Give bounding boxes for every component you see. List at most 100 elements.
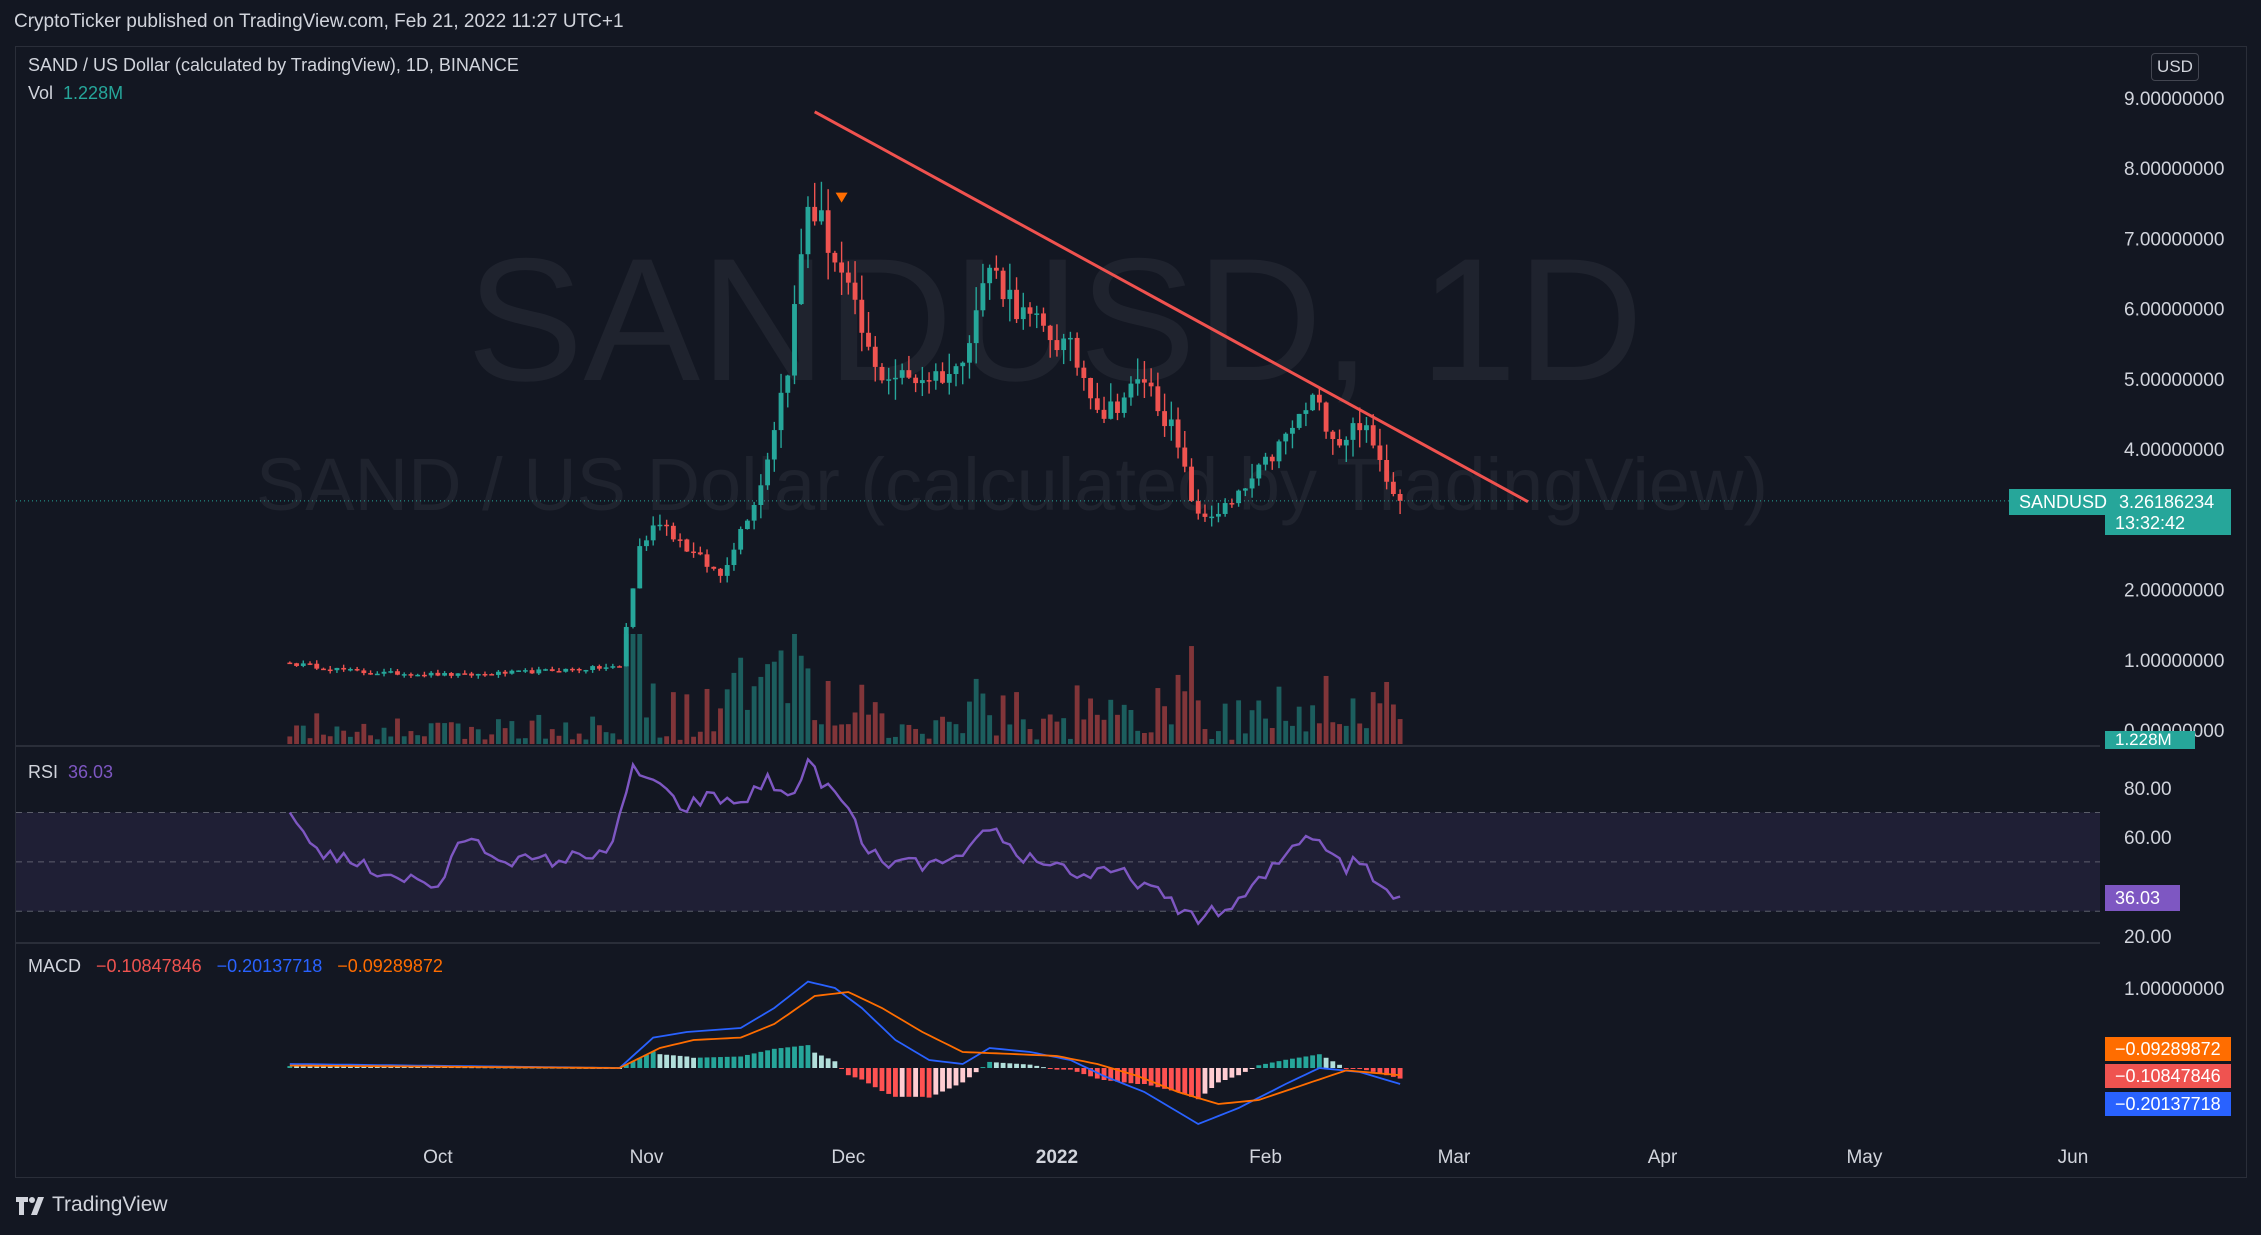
candle-body [650, 525, 656, 541]
candle-body [395, 671, 400, 675]
macd-histogram-bar [751, 1053, 757, 1068]
candle-body [1034, 313, 1040, 315]
volume-bar [428, 723, 434, 744]
candle-body [1296, 413, 1302, 428]
volume-bar [993, 735, 999, 744]
macd-histogram-bar [415, 1066, 421, 1068]
volume-bar [973, 678, 979, 744]
volume-bar [516, 738, 522, 744]
price-axis[interactable]: 9.00000000 8.00000000 7.00000000 6.00000000… [2124, 89, 2224, 742]
macd-histogram-bar [1061, 1068, 1067, 1070]
candle-body [933, 371, 939, 381]
volume-bar [1108, 699, 1114, 744]
candle-body [536, 669, 542, 674]
volume-bar [536, 714, 542, 744]
macd-histogram-bar [711, 1057, 717, 1068]
macd-histogram-bar [771, 1048, 777, 1068]
trendline[interactable] [813, 110, 1529, 504]
volume-bar [1397, 719, 1403, 744]
macd-histogram-bar [960, 1068, 966, 1083]
volume-bar [1236, 700, 1242, 744]
macd-histogram-bar [374, 1066, 380, 1068]
volume-bar [1343, 725, 1349, 744]
candle-body [617, 666, 622, 668]
volume-bar [529, 720, 535, 744]
volume-bar [1041, 718, 1046, 744]
macd-histogram-bar [1155, 1068, 1161, 1088]
volume-bar [758, 676, 764, 744]
volume-bar [1128, 710, 1134, 744]
volume-bar [475, 729, 481, 744]
candle-body [522, 670, 528, 672]
volume-bar [919, 733, 925, 744]
volume-bar [1384, 681, 1390, 744]
rsi-tick: 20.00 [2124, 927, 2172, 948]
candle-body [354, 669, 360, 671]
volume-bar [347, 736, 353, 744]
volume-label: Vol [28, 83, 54, 103]
macd-histogram-bar [778, 1048, 784, 1068]
candle-body [1148, 382, 1154, 387]
currency-button[interactable]: USD [2151, 53, 2199, 81]
volume-bar [684, 694, 690, 744]
volume-bar [1310, 705, 1316, 744]
volume-bar [805, 668, 811, 744]
volume-bar [1337, 724, 1342, 744]
macd-pane: 1.00000000 [287, 979, 2224, 1126]
candle-body [1081, 367, 1087, 378]
volume-bar [744, 709, 750, 744]
candle-body [691, 551, 696, 554]
volume-bar [1370, 692, 1376, 744]
candle-body [1222, 503, 1228, 514]
volume-bar [751, 686, 757, 744]
candle-body [1182, 447, 1188, 467]
candle-body [583, 669, 589, 672]
volume-bar [980, 693, 986, 744]
candle-body [812, 206, 818, 222]
candle-body [973, 310, 979, 344]
volume-bar [946, 721, 952, 744]
candle-body [1316, 394, 1322, 403]
candle-body [825, 210, 831, 253]
volume-bar [677, 739, 683, 744]
macd-histogram-bar [906, 1068, 912, 1097]
candle-body [1209, 516, 1215, 519]
macd-signal-badge: −0.09289872 [2105, 1037, 2231, 1061]
volume-bar [1330, 722, 1336, 744]
macd-histogram-bar [1222, 1068, 1228, 1080]
candle-body [509, 670, 515, 674]
volume-bar [940, 716, 945, 744]
candle-body [637, 546, 643, 589]
volume-bar [415, 735, 421, 744]
candle-body [744, 520, 750, 530]
macd-histogram-bar [677, 1055, 683, 1068]
candle-body [341, 667, 347, 670]
candle-body [1195, 501, 1201, 514]
candle-body [771, 430, 777, 460]
volume-bar [617, 739, 622, 744]
volume-bar [913, 728, 919, 744]
candle-body [818, 210, 824, 222]
volume-bar [314, 713, 320, 744]
candle-body [482, 673, 488, 676]
volume-bar [1014, 692, 1019, 744]
macd-legend: MACD −0.10847846 −0.20137718 −0.09289872 [28, 956, 443, 977]
time-axis[interactable]: Oct Nov Dec 2022 Feb Mar Apr May Jun [423, 1147, 2088, 1168]
volume-bar [321, 734, 326, 744]
volume-bar [395, 718, 400, 744]
volume-bar [1168, 724, 1174, 744]
tradingview-logo[interactable]: TradingView [16, 1192, 168, 1222]
volume-bar [334, 726, 340, 744]
candle-body [1249, 478, 1255, 489]
footer [0, 1180, 2261, 1235]
candle-body [496, 671, 501, 675]
macd-histogram-bar [1108, 1068, 1114, 1081]
macd-histogram-bar [684, 1056, 690, 1068]
volume-bars [287, 634, 1403, 744]
time-tick: Oct [423, 1147, 453, 1168]
volume-bar [1222, 703, 1228, 744]
volume-bar [408, 731, 414, 744]
macd-histogram-bar [637, 1058, 643, 1068]
volume-bar [1135, 730, 1141, 744]
